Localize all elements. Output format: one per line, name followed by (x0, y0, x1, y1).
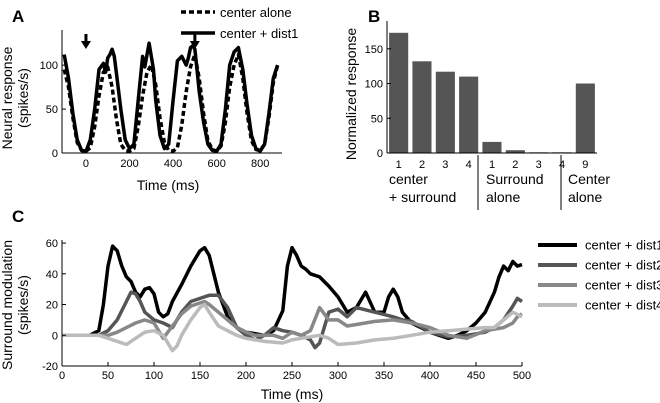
panel-letter-a: A (12, 7, 24, 26)
x-tick-label: 50 (102, 370, 114, 382)
x-tick-label: 600 (207, 158, 225, 170)
x-tick-label: 250 (283, 370, 301, 382)
bar-category-label: 2 (512, 159, 518, 171)
y-tick-label: 0 (377, 148, 383, 160)
y-tick-label: 0 (52, 148, 58, 160)
bar (575, 83, 595, 153)
y-tick-label: 100 (365, 79, 383, 91)
series-line-center-dist2 (62, 290, 523, 350)
bar-category-label: 4 (559, 159, 565, 171)
panel-letter-c: C (12, 207, 24, 226)
legend-label-center-dist4: center + dist4 (585, 298, 660, 313)
stimulus-arrow (189, 34, 200, 49)
legend-label-center-dist3: center + dist3 (585, 278, 660, 293)
bar (482, 141, 502, 153)
y-tick-label: 100 (40, 60, 58, 72)
panel-a-legend: center alone center + dist1 (181, 5, 298, 41)
y-tick-label: 50 (371, 113, 383, 125)
x-tick-label: 500 (513, 370, 531, 382)
series-line-center-dist1 (62, 41, 280, 153)
legend-label-center-alone: center alone (220, 5, 292, 20)
bar-category-label: 9 (582, 159, 588, 171)
panel-b-ylabel: Normalized response (343, 28, 359, 160)
panel-c-ylabel-line1: Surround modulation (0, 240, 15, 370)
legend-label-center-dist2: center + dist2 (585, 258, 660, 273)
group-label-center-alone-line1: Center (568, 171, 610, 187)
panel-b-axes: 1 2 3 4 1 2 3 4 9 0 50 100 150 (365, 21, 597, 171)
panel-b-plot (389, 32, 595, 153)
bar (412, 61, 432, 153)
legend-label-center-dist1: center + dist1 (585, 238, 660, 253)
panel-c-legend: center + dist1 center + dist2 center + dis… (538, 238, 660, 313)
y-tick-label: 60 (46, 238, 58, 250)
panel-letter-b: B (368, 7, 380, 26)
y-tick-label: 50 (46, 104, 58, 116)
x-tick-label: 350 (375, 370, 393, 382)
bar-category-label: 3 (536, 159, 542, 171)
x-tick-label: 0 (59, 370, 65, 382)
panel-a-axes: 0 200 400 600 800 0 50 100 (40, 30, 282, 170)
panel-c-xlabel: Time (ms) (261, 386, 323, 402)
bar (435, 71, 455, 153)
bar-category-label: 1 (396, 159, 402, 171)
bar (459, 76, 479, 153)
x-tick-label: 150 (191, 370, 209, 382)
group-label-center-alone-line2: alone (568, 189, 602, 205)
y-tick-label: 0 (52, 330, 58, 342)
panel-a-chart: 0 200 400 600 800 0 50 100 center alone center … (0, 5, 298, 193)
x-tick-label: 200 (120, 158, 138, 170)
panel-a-ylabel-line1: Neural response (0, 46, 15, 149)
bar-category-label: 2 (419, 159, 425, 171)
panel-b-chart: 1 2 3 4 1 2 3 4 9 0 50 100 150 Normalized response c… (343, 21, 610, 210)
group-label-center-surround-line1: center (389, 171, 428, 187)
y-tick-label: 20 (46, 300, 58, 312)
bar (389, 32, 409, 153)
panel-c-plot (62, 244, 523, 353)
y-tick-label: 40 (46, 269, 58, 281)
panel-a-ylabel-line2: (spikes/s) (15, 68, 31, 128)
x-tick-label: 0 (83, 158, 89, 170)
legend-label-center-dist1: center + dist1 (220, 26, 298, 41)
bar (505, 150, 525, 153)
panel-c-ylabel-line2: (spikes/s) (15, 275, 31, 335)
series-line-center-dist3 (62, 299, 523, 341)
x-tick-label: 300 (329, 370, 347, 382)
y-tick-label: -20 (42, 361, 58, 373)
panel-a-xlabel: Time (ms) (137, 177, 199, 193)
x-tick-label: 400 (421, 370, 439, 382)
bar-category-label: 1 (489, 159, 495, 171)
group-label-surround-alone-line2: alone (486, 189, 520, 205)
series-line-center-dist4 (62, 302, 523, 353)
panel-a-plot (62, 34, 280, 153)
bar-category-label: 4 (466, 159, 472, 171)
group-label-center-surround-line2: + surround (389, 189, 456, 205)
bar-category-label: 3 (442, 159, 448, 171)
group-label-surround-alone-line1: Surround (486, 171, 544, 187)
panel-c-chart: 0 50 100 150 200 250 300 350 400 450 500-200204060… (0, 238, 660, 403)
x-tick-label: 400 (164, 158, 182, 170)
x-tick-label: 100 (145, 370, 163, 382)
x-tick-label: 200 (237, 370, 255, 382)
x-tick-label: 450 (467, 370, 485, 382)
x-tick-label: 800 (251, 158, 269, 170)
y-tick-label: 150 (365, 44, 383, 56)
stimulus-arrow (80, 34, 91, 49)
